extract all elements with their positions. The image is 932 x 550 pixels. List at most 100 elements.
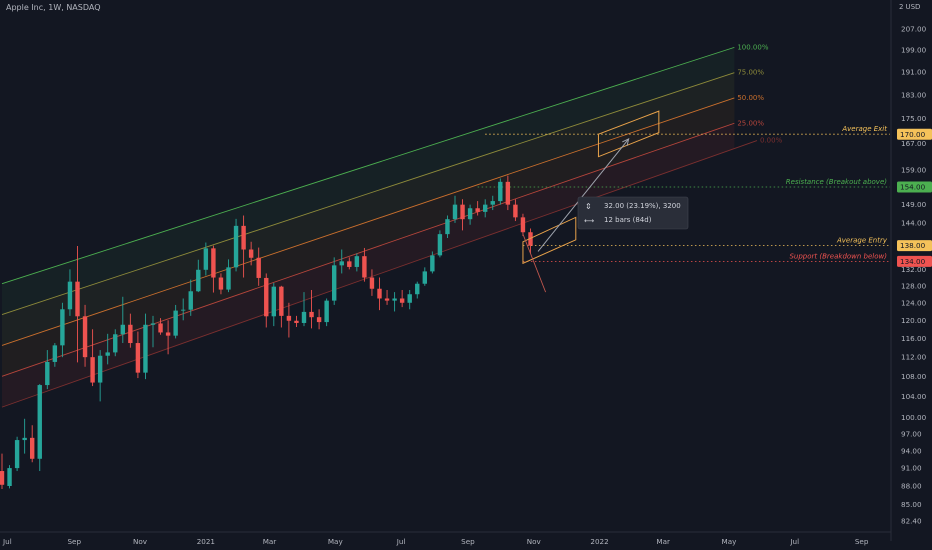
candle: [22, 418, 27, 454]
candle-body: [7, 468, 12, 486]
candle-body: [505, 181, 511, 205]
candle: [14, 436, 20, 472]
level-label: Average Entry: [836, 237, 888, 245]
candle: [158, 318, 163, 335]
candle: [52, 343, 58, 367]
candle-body: [165, 332, 171, 336]
candle-body: [105, 352, 110, 356]
candle-body: [460, 204, 465, 220]
candle: [392, 292, 397, 312]
candle-body: [30, 437, 35, 459]
trend-tick-line: [522, 233, 547, 293]
candle: [407, 290, 412, 310]
candle: [218, 273, 224, 295]
candle: [97, 350, 103, 402]
candle-body: [483, 204, 488, 212]
candle-body: [369, 277, 375, 289]
candle-body: [264, 277, 269, 317]
candle: [316, 309, 322, 330]
candle-body: [520, 217, 526, 233]
candle-body: [120, 324, 125, 335]
regression-channel[interactable]: 100.00% 75.00% 50.00% 25.00% 0.00%: [1, 43, 783, 408]
candle: [452, 195, 458, 223]
exit-box: [597, 110, 660, 158]
price-axis[interactable]: 82.40 85.00 88.00 91.00 94.00 97.00 100.00 104.…: [890, 0, 932, 541]
candle: [369, 269, 375, 296]
candle: [113, 329, 118, 357]
candle: [248, 241, 254, 266]
candle-body: [75, 281, 80, 317]
price-tick-label: 108.00: [901, 372, 927, 381]
price-tick-label: 183.00: [901, 90, 927, 99]
candle: [271, 282, 276, 327]
chart-title: Apple Inc, 1W, NASDAQ: [6, 3, 101, 12]
time-tick-label: Jul: [396, 537, 406, 546]
price-levels[interactable]: Average Exit Resistance (Breakout above) A…: [477, 125, 890, 262]
candle-body: [45, 361, 50, 386]
candle-body: [286, 315, 292, 321]
candle: [339, 249, 344, 274]
channel-level-label: 75.00%: [737, 69, 764, 77]
candle: [75, 246, 80, 363]
price-tag-bg: [897, 128, 932, 140]
time-tick-label: Nov: [527, 537, 542, 546]
entry-box: [522, 216, 577, 265]
candle-body: [181, 309, 186, 311]
candle-body: [241, 225, 246, 250]
candle: [128, 313, 133, 348]
price-tick-label: 149.00: [901, 200, 927, 209]
candle: [264, 273, 269, 328]
candle: [120, 296, 125, 344]
price-tick-label: 175.00: [901, 114, 927, 123]
level-label: Support (Breakdown below): [789, 252, 887, 260]
candle-body: [196, 269, 201, 292]
price-tick-label: 82.40: [901, 517, 922, 526]
range-icon: ⇕: [585, 202, 592, 211]
time-tick-label: Mar: [263, 537, 277, 546]
candle-body: [528, 232, 533, 246]
currency-label: 2 USD: [899, 3, 920, 11]
candle-body: [97, 355, 103, 383]
time-tick-label: Sep: [855, 537, 869, 546]
candle-body: [60, 309, 65, 346]
price-tick-label: 120.00: [901, 316, 927, 325]
candle: [165, 320, 171, 355]
price-label-tag: 138.00: [897, 240, 932, 252]
channel-level-label: 25.00%: [737, 119, 764, 127]
candle: [135, 331, 141, 379]
channel-line: [1, 72, 735, 316]
candle: [203, 242, 209, 276]
projection-drawing[interactable]: ⇕ ⟷ 32.00 (23.19%), 3200 12 bars (84d): [522, 110, 689, 293]
price-tag-bg: [897, 240, 932, 252]
candle-body: [158, 323, 163, 333]
time-tick-label: Nov: [133, 537, 148, 546]
time-axis[interactable]: Jul Sep Nov 2021 Mar May Jul Sep Nov 2022 Mar May Ju…: [0, 531, 891, 546]
currency-code: USD: [905, 3, 921, 11]
candle: [90, 329, 95, 387]
candle: [513, 199, 518, 222]
channel-level-label: 50.00%: [737, 94, 764, 102]
candle: [430, 251, 435, 274]
candle-body: [301, 311, 307, 323]
candle: [188, 279, 193, 316]
channel-band: [2, 47, 735, 315]
candle-body: [211, 248, 216, 278]
price-tick-label: 132.00: [901, 265, 927, 274]
level-label: Average Exit: [841, 125, 887, 133]
candle-body: [430, 255, 435, 272]
candle-body: [513, 204, 518, 218]
candle: [196, 259, 201, 293]
candle: [45, 350, 50, 390]
candle-body: [143, 324, 148, 373]
candle: [362, 247, 367, 282]
candle-body: [203, 248, 209, 270]
candle: [143, 313, 148, 380]
price-tick-label: 97.00: [901, 429, 922, 438]
candle: [241, 215, 246, 278]
channel-line: [1, 46, 735, 285]
candle-body: [362, 256, 367, 278]
price-tick-label: 159.00: [901, 165, 927, 174]
price-tick-label: 100.00: [901, 413, 927, 422]
